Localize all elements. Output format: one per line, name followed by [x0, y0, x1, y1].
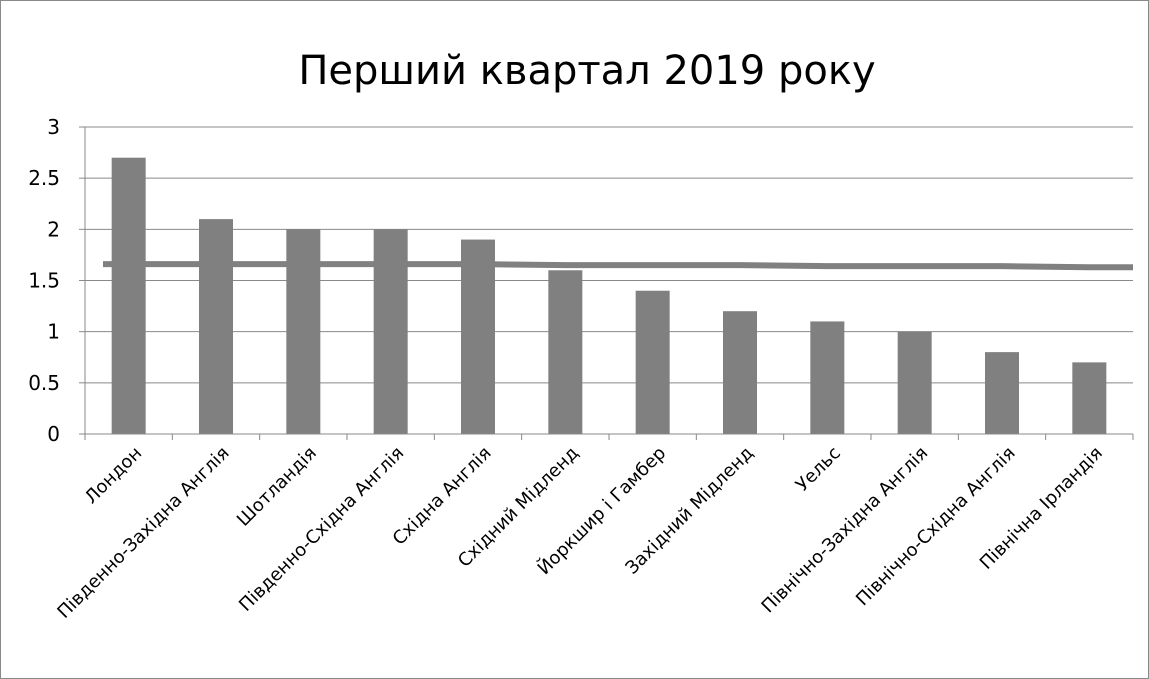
y-tick-label: 2.5	[28, 166, 60, 190]
bar	[461, 239, 495, 434]
y-axis-tick-labels: 0 0.5 1 1.5 2 2.5 3	[28, 115, 60, 446]
bar	[985, 352, 1019, 434]
trend-line-group	[103, 261, 1133, 271]
y-tick-label: 2	[47, 217, 60, 241]
y-tick-label: 0	[47, 422, 60, 446]
trend-line	[103, 261, 1133, 271]
y-tick-label: 1	[47, 320, 60, 344]
bar	[723, 311, 757, 434]
bar	[548, 270, 583, 434]
axes	[84, 127, 1134, 440]
x-tick-label: Уельс	[792, 443, 845, 496]
bar	[810, 321, 845, 434]
gridlines	[79, 126, 1133, 435]
bar	[373, 229, 408, 434]
bar	[286, 229, 321, 434]
y-tick-label: 0.5	[28, 371, 60, 395]
x-tick-label: Південно-Східна Англія	[235, 443, 408, 616]
y-tick-label: 1.5	[28, 269, 60, 293]
bar	[635, 290, 670, 434]
chart-title: Перший квартал 2019 року	[298, 48, 875, 94]
x-tick-label: Шотландія	[233, 443, 321, 531]
x-tick-label: Південно-Західна Англія	[53, 443, 233, 623]
bar	[111, 157, 146, 434]
x-tick-label: Лондон	[81, 443, 146, 508]
bar	[1072, 362, 1107, 434]
bar	[199, 219, 233, 434]
bars	[111, 157, 1107, 434]
x-tick-label: Північно-Західна Англія	[758, 443, 933, 618]
bar	[897, 331, 932, 434]
x-tick-label: Північно-Східна Англія	[852, 443, 1020, 611]
y-tick-label: 3	[47, 115, 60, 139]
